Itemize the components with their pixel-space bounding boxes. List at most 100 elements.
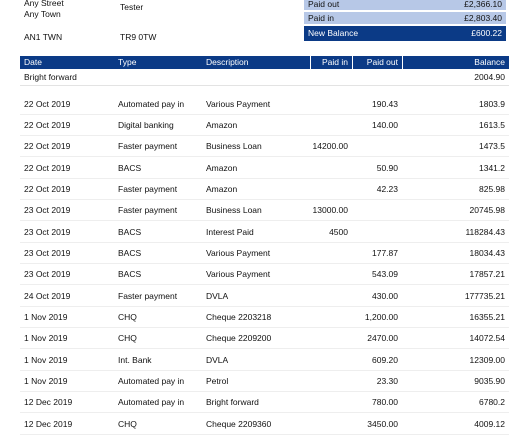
- row-divider: [20, 198, 509, 200]
- row-divider: [20, 113, 509, 115]
- date: 24 Oct 2019: [24, 290, 71, 301]
- name: Tester: [120, 2, 144, 12]
- summary-row: [304, 26, 506, 41]
- description: Amazon: [206, 119, 238, 130]
- row-divider: [20, 433, 509, 435]
- description: Petrol: [206, 376, 229, 387]
- date: 22 Oct 2019: [24, 119, 71, 130]
- description: Various Payment: [206, 247, 271, 258]
- type: BACS: [118, 226, 142, 237]
- date: 22 Oct 2019: [24, 141, 71, 152]
- date: 23 Oct 2019: [24, 269, 71, 280]
- summary-label: Paid out: [308, 0, 340, 9]
- description: Business Loan: [206, 205, 262, 216]
- balance: 1341.2: [479, 162, 505, 173]
- row-divider: [20, 241, 509, 243]
- paid-in: 4500: [329, 226, 348, 237]
- row-divider: [20, 348, 509, 350]
- type: Automated pay in: [118, 397, 185, 408]
- type: Faster payment: [118, 141, 178, 152]
- balance: 12309.00: [469, 354, 505, 365]
- header-divider: [402, 56, 403, 69]
- balance: 1473.5: [479, 141, 505, 152]
- type: Digital banking: [118, 119, 174, 130]
- description: Business Loan: [206, 141, 262, 152]
- date: 1 Nov 2019: [24, 312, 68, 322]
- row-divider: [20, 220, 509, 222]
- summary-label: New Balance: [308, 28, 359, 38]
- paid-out: 3450.00: [367, 418, 398, 429]
- header-divider: [310, 56, 311, 69]
- row-divider: [20, 156, 509, 158]
- type: Int. Bank: [118, 354, 152, 365]
- paid-out: 50.90: [376, 162, 398, 173]
- description: DVLA: [206, 354, 229, 365]
- balance: 118284.43: [465, 226, 505, 237]
- type: BACS: [118, 162, 142, 173]
- column-header: Type: [118, 57, 137, 67]
- description: Bright forward: [206, 397, 259, 408]
- date: 22 Oct 2019: [24, 162, 71, 173]
- paid-out: 190.43: [372, 98, 398, 109]
- row-divider: [20, 412, 509, 414]
- paid-out: 609.20: [372, 354, 398, 365]
- summary-label: Paid in: [308, 12, 334, 23]
- date: 1 Nov 2019: [24, 333, 68, 344]
- summary-row: [304, 0, 506, 10]
- postcode: TR9 0TW: [120, 32, 157, 42]
- row-divider: [20, 305, 509, 307]
- type: Automated pay in: [118, 376, 185, 387]
- description: Various Payment: [206, 98, 271, 109]
- type: BACS: [118, 247, 142, 258]
- summary-value: £600.22: [471, 28, 502, 38]
- row-divider: [20, 177, 509, 179]
- date: 22 Oct 2019: [24, 98, 71, 109]
- balance: 20745.98: [469, 205, 505, 216]
- date: 1 Nov 2019: [24, 354, 68, 365]
- balance: 14072.54: [469, 333, 505, 344]
- row-divider: [20, 284, 509, 286]
- address-line: Any Town: [24, 9, 61, 19]
- balance: 17857.21: [469, 269, 505, 280]
- paid-out: 543.09: [372, 269, 398, 280]
- type: BACS: [118, 269, 142, 280]
- balance: 6780.2: [479, 397, 505, 408]
- column-header: Date: [24, 57, 42, 67]
- type: Automated pay in: [118, 98, 185, 109]
- date: 22 Oct 2019: [24, 183, 71, 194]
- balance: 1803.9: [479, 98, 505, 109]
- type: Faster payment: [118, 205, 178, 216]
- type: CHQ: [118, 333, 137, 344]
- header-divider: [352, 56, 353, 69]
- paid-out: 140.00: [372, 119, 398, 130]
- description: Cheque 2209360: [206, 418, 272, 429]
- column-header: Balance: [474, 57, 505, 67]
- date: 23 Oct 2019: [24, 247, 71, 258]
- summary-value: £2,803.40: [464, 12, 502, 23]
- row-divider: [20, 262, 509, 264]
- description: DVLA: [206, 290, 229, 301]
- column-header: Description: [206, 57, 249, 67]
- balance: 9035.90: [474, 376, 505, 387]
- balance: 825.98: [479, 183, 505, 194]
- balance: 1613.5: [479, 119, 505, 130]
- column-header: Paid in: [322, 57, 348, 67]
- paid-out: 2470.00: [367, 333, 398, 344]
- paid-out: 430.00: [372, 290, 398, 301]
- type: CHQ: [118, 418, 137, 429]
- date: 12 Dec 2019: [24, 418, 73, 429]
- description: Various Payment: [206, 269, 271, 280]
- summary-value: £2,366.10: [464, 0, 502, 9]
- description: Amazon: [206, 183, 238, 194]
- column-header: Paid out: [366, 57, 398, 67]
- paid-out: 177.87: [372, 247, 398, 258]
- opening-balance: 2004.90: [474, 72, 505, 82]
- paid-out: 1,200.00: [364, 312, 398, 322]
- description: Amazon: [206, 162, 238, 173]
- description: Cheque 2209200: [206, 333, 272, 344]
- type: Faster payment: [118, 183, 178, 194]
- balance: 177735.21: [464, 290, 505, 301]
- row-divider: [20, 369, 509, 371]
- opening-label: Bright forward: [24, 72, 77, 82]
- type: Faster payment: [118, 290, 178, 301]
